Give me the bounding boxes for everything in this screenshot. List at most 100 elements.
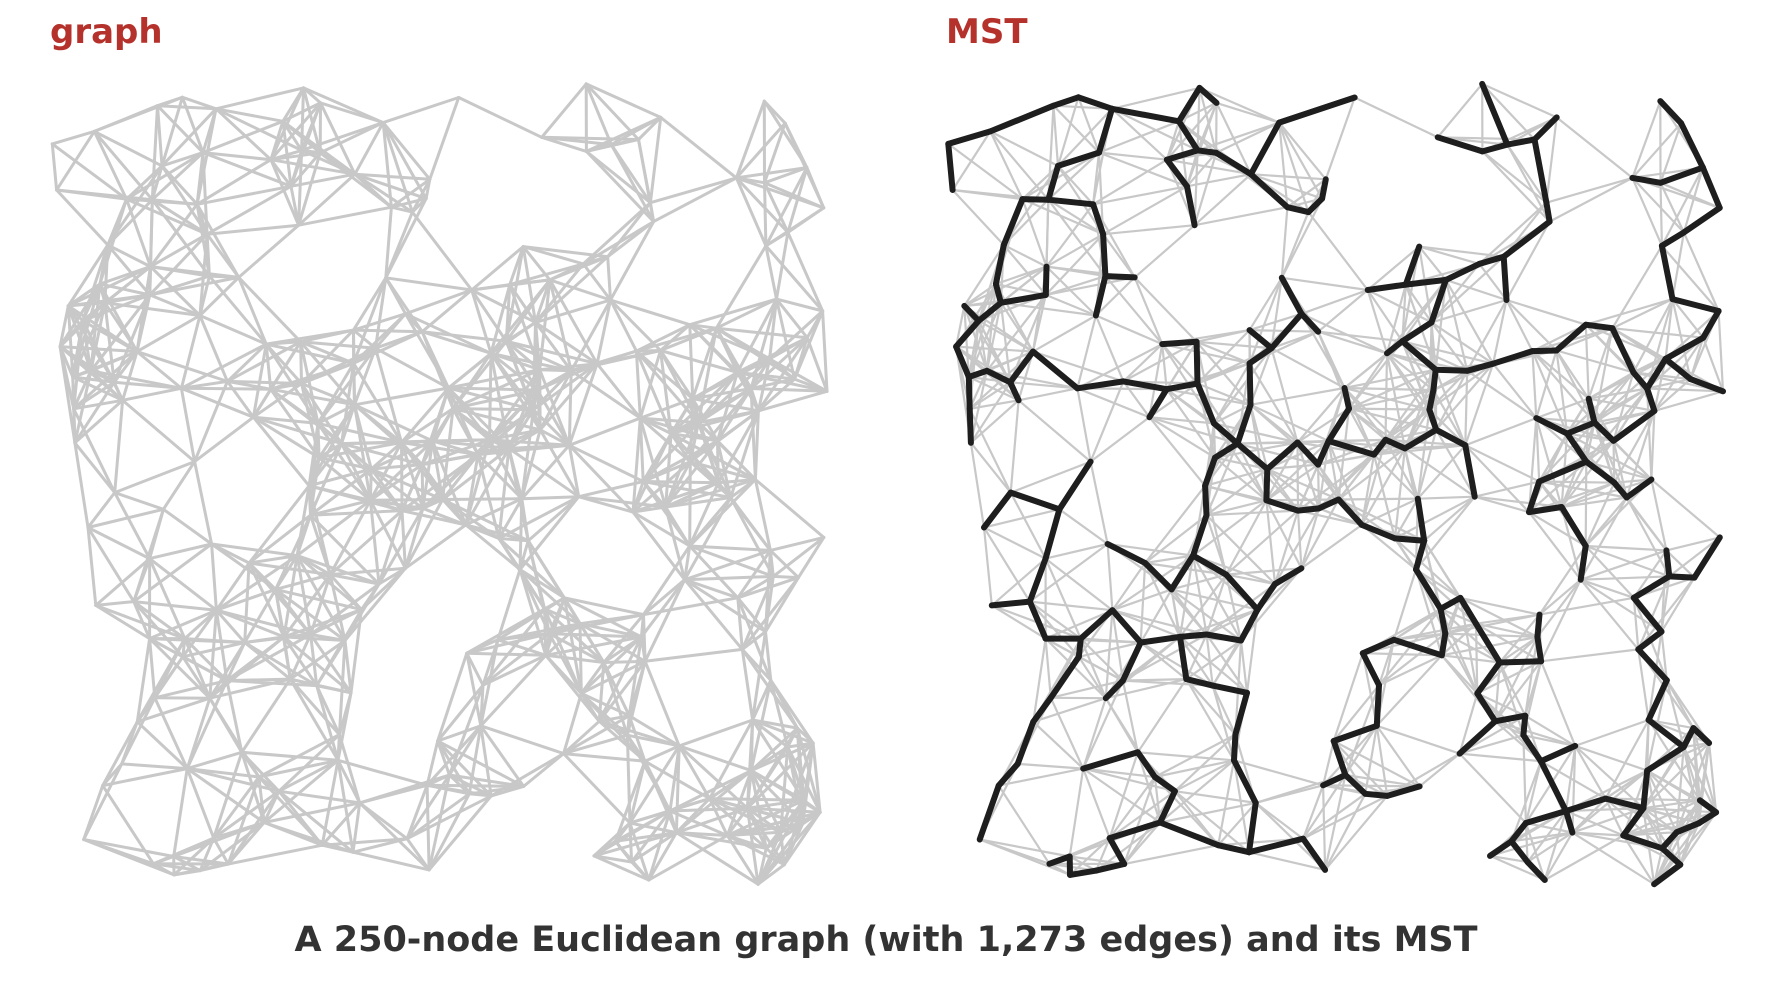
graph-edge bbox=[1185, 639, 1243, 681]
graph-edge bbox=[1653, 390, 1725, 412]
graph-edge bbox=[150, 198, 209, 236]
graph-edge bbox=[1324, 794, 1389, 872]
mst-edge bbox=[1371, 436, 1389, 458]
graph-edge bbox=[1668, 536, 1721, 578]
graph-edge bbox=[1524, 821, 1529, 864]
graph-edge bbox=[1478, 201, 1548, 265]
mst-edge bbox=[1434, 134, 1486, 155]
graph-edge bbox=[86, 507, 165, 529]
graph-edge bbox=[1193, 173, 1252, 227]
graph-edge bbox=[1642, 807, 1718, 814]
mst-edge bbox=[1487, 838, 1515, 859]
graph-edge bbox=[1123, 844, 1220, 866]
graph-edge bbox=[1416, 428, 1438, 500]
graph-edge bbox=[982, 526, 993, 607]
graph-edge bbox=[1144, 514, 1208, 565]
graph-edge bbox=[172, 767, 189, 858]
mst-edge bbox=[1651, 861, 1684, 888]
mst-edge bbox=[1558, 504, 1589, 549]
graph-edge bbox=[1332, 652, 1364, 743]
graph-edge bbox=[504, 278, 552, 343]
graph-edge bbox=[1536, 578, 1582, 639]
graph-edge bbox=[643, 578, 687, 663]
graph-edge bbox=[507, 443, 571, 450]
graph-edge bbox=[289, 151, 322, 188]
graph-edge bbox=[659, 115, 738, 180]
graph-edge bbox=[384, 205, 393, 280]
mst-edge bbox=[1030, 694, 1054, 725]
graph-edge bbox=[185, 767, 266, 824]
graph-edge bbox=[579, 691, 631, 718]
graph-edge bbox=[1522, 734, 1528, 825]
graph-edge bbox=[464, 523, 522, 571]
graph-edge bbox=[309, 442, 343, 517]
mst-edge bbox=[1194, 380, 1217, 427]
mst-edge bbox=[1537, 758, 1569, 814]
graph-edge bbox=[257, 733, 341, 779]
graph-edge bbox=[647, 809, 672, 882]
graph-edge bbox=[1270, 330, 1320, 350]
mst-edge bbox=[1102, 677, 1126, 702]
graph-edge bbox=[1254, 801, 1305, 840]
graph-edge bbox=[756, 389, 829, 413]
graph-edge bbox=[1265, 463, 1320, 502]
graph-edge bbox=[688, 460, 733, 499]
graph-edge bbox=[1089, 460, 1109, 546]
graph-edge bbox=[89, 301, 107, 373]
mst-edge bbox=[1234, 440, 1271, 472]
graph-edge bbox=[1076, 314, 1097, 390]
graph-edge bbox=[431, 439, 480, 457]
graph-edge bbox=[578, 622, 583, 695]
graph-edge bbox=[745, 806, 768, 850]
graph-edge bbox=[1604, 797, 1702, 802]
mst-edge bbox=[1534, 611, 1543, 640]
graph-edge bbox=[1044, 637, 1052, 699]
mst-edge bbox=[1442, 260, 1483, 283]
graph-edge bbox=[1459, 596, 1541, 616]
graph-edge bbox=[1679, 811, 1718, 866]
mst-edge bbox=[1563, 795, 1609, 814]
graph-edge bbox=[763, 181, 790, 234]
graph-edge bbox=[1217, 801, 1257, 847]
graph-edge bbox=[1136, 751, 1236, 762]
graph-edge bbox=[1531, 350, 1590, 400]
graph-edge bbox=[1538, 544, 1587, 616]
mst-edge bbox=[1630, 573, 1673, 601]
graph-edge bbox=[740, 647, 755, 722]
graph-edge bbox=[1564, 809, 1625, 837]
graph-edge bbox=[1435, 428, 1476, 498]
graph-edge bbox=[1278, 121, 1289, 209]
graph-edge bbox=[66, 304, 75, 379]
graph-edge bbox=[101, 767, 189, 788]
graph-edge bbox=[1317, 330, 1389, 355]
graph-edge bbox=[1133, 276, 1164, 346]
mst-edge bbox=[1055, 149, 1102, 169]
graph-edge bbox=[340, 361, 356, 446]
mst-edge bbox=[1433, 426, 1469, 449]
graph-edge bbox=[547, 596, 566, 636]
graph-edge bbox=[714, 326, 796, 381]
graph-edge bbox=[627, 714, 681, 748]
graph-edge bbox=[1682, 745, 1702, 802]
graph-edge bbox=[1317, 439, 1330, 510]
graph-edge bbox=[264, 342, 303, 385]
graph-edge bbox=[688, 323, 695, 401]
mst-edge bbox=[945, 128, 994, 147]
graph-edge bbox=[340, 439, 435, 446]
graph-edge bbox=[447, 386, 539, 392]
graph-edge bbox=[1002, 164, 1060, 247]
mst-edge bbox=[1657, 98, 1685, 127]
graph-edge bbox=[384, 276, 407, 316]
graph-edge bbox=[1679, 799, 1702, 866]
graph-edge bbox=[479, 724, 566, 756]
mst-edge bbox=[1658, 242, 1676, 303]
graph-edge bbox=[714, 244, 768, 330]
graph-edge bbox=[567, 416, 642, 447]
graph-edge bbox=[148, 275, 241, 297]
graph-edge bbox=[1593, 327, 1614, 424]
graph-edge bbox=[521, 245, 537, 324]
graph-edge bbox=[1506, 143, 1551, 223]
graph-edge bbox=[55, 129, 96, 192]
graph-edge bbox=[1324, 96, 1356, 181]
graph-edge bbox=[277, 733, 341, 793]
